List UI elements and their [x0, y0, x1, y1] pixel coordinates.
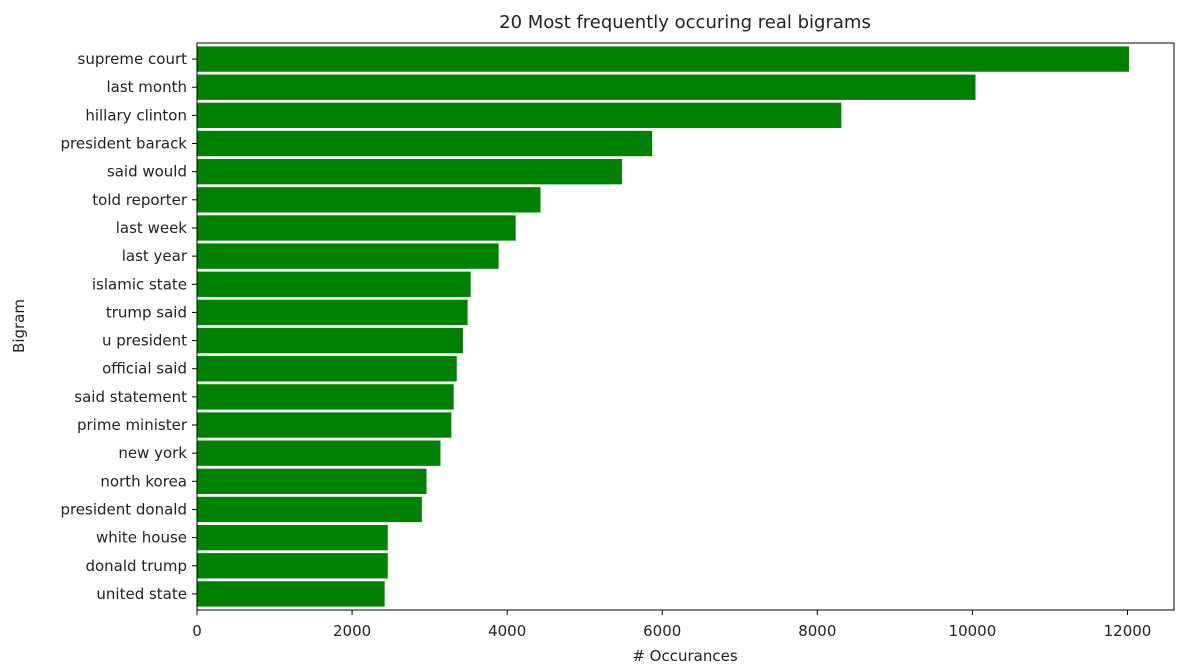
y-tick-label: u president — [102, 332, 187, 350]
bar — [197, 384, 454, 410]
bar — [197, 159, 622, 185]
plot-frame — [196, 42, 1175, 611]
x-tick-label: 10000 — [949, 622, 997, 640]
x-tick-label: 6000 — [643, 622, 681, 640]
bars-layer — [197, 46, 1130, 607]
y-tick-label: told reporter — [92, 191, 188, 209]
bar — [197, 356, 457, 382]
y-tick-label: last month — [106, 78, 187, 96]
bar — [197, 46, 1130, 72]
y-tick-label: united state — [96, 585, 187, 603]
y-tick-label: prime minister — [77, 416, 188, 434]
y-tick-label: president barack — [61, 135, 188, 153]
x-tick-label: 12000 — [1104, 622, 1152, 640]
bar — [197, 271, 471, 297]
bar — [197, 215, 516, 241]
y-tick-label: islamic state — [92, 275, 187, 293]
x-axis-ticks: 0 2000 4000 6000 8000 10000 12000 — [192, 610, 1151, 640]
bar — [197, 581, 385, 607]
y-tick-label: supreme court — [78, 50, 188, 68]
y-tick-label: hillary clinton — [85, 106, 187, 124]
y-tick-label: last year — [122, 247, 188, 265]
bar — [197, 553, 388, 579]
y-tick-label: president donald — [60, 500, 187, 518]
chart-title: 20 Most frequently occuring real bigrams — [499, 12, 871, 33]
bar — [197, 243, 499, 269]
y-tick-label: white house — [96, 529, 187, 547]
x-axis-label: # Occurances — [632, 647, 737, 665]
x-tick-label: 4000 — [488, 622, 526, 640]
bar — [197, 299, 468, 326]
y-tick-label: said statement — [74, 388, 187, 406]
y-axis-ticks: supreme court last month hillary clinton pr… — [60, 50, 197, 603]
y-tick-label: new york — [118, 444, 187, 462]
bar — [197, 440, 441, 466]
y-axis-label: Bigram — [10, 299, 28, 353]
bar — [197, 130, 653, 157]
bar — [197, 468, 427, 494]
bar — [197, 327, 463, 354]
y-tick-label: trump said — [106, 303, 187, 321]
y-tick-label: official said — [102, 360, 187, 378]
bar — [197, 412, 452, 438]
y-tick-label: north korea — [100, 472, 187, 490]
bar — [197, 496, 422, 523]
x-tick-label: 8000 — [798, 622, 836, 640]
x-tick-label: 2000 — [333, 622, 371, 640]
bar — [197, 187, 541, 213]
bar — [197, 74, 976, 100]
y-tick-label: said would — [107, 163, 187, 181]
y-tick-label: last week — [116, 219, 188, 237]
bar — [197, 102, 842, 129]
bar — [197, 524, 388, 551]
x-tick-label: 0 — [192, 622, 202, 640]
y-tick-label: donald trump — [85, 557, 187, 575]
